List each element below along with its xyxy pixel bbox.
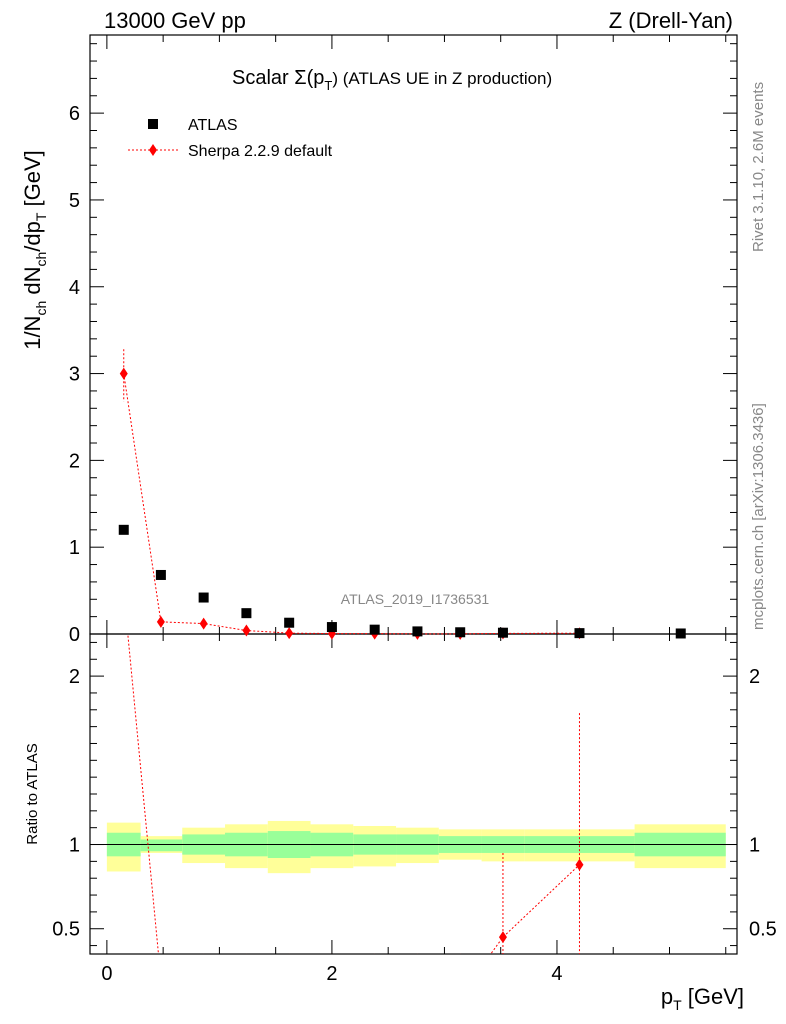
main-y-axis-label: 1/Nch dNch/dpT [GeV] <box>20 150 49 350</box>
atlas-main-point <box>412 626 423 637</box>
header-dataset: Z (Drell-Yan) <box>609 8 733 33</box>
sherpa-main-point <box>242 624 251 637</box>
sherpa-ratio-point <box>498 931 507 944</box>
main-y-tick-label: 2 <box>69 450 80 472</box>
main-y-tick-label: 5 <box>69 190 80 212</box>
atlas-main-point <box>455 627 466 638</box>
legend-atlas-label: ATLAS <box>188 117 238 134</box>
analysis-watermark: ATLAS_2019_I1736531 <box>341 591 490 607</box>
ratio-y-tick-label-right: 1 <box>749 835 760 857</box>
sherpa-main-point <box>156 615 165 628</box>
atlas-main-point <box>675 628 686 639</box>
atlas-main-point <box>284 617 295 628</box>
legend-atlas-marker <box>148 119 158 129</box>
main-y-tick-label: 4 <box>69 277 80 299</box>
atlas-main-point <box>326 622 337 633</box>
plot-title: Scalar Σ(pT) (ATLAS UE in Z production) <box>232 67 552 93</box>
main-y-tick-label: 3 <box>69 364 80 386</box>
sherpa-main-line <box>123 373 580 635</box>
ratio-axis-ticks: 0 2 4 0.5 0.5 1 1 2 2 <box>52 634 777 985</box>
main-y-tick-label: 0 <box>69 624 80 646</box>
legend-sherpa-label: Sherpa 2.2.9 default <box>188 143 333 160</box>
sherpa-main-point <box>199 617 208 630</box>
atlas-main-point <box>155 569 166 580</box>
atlas-main-point <box>198 592 209 603</box>
ratio-y-tick-label: 2 <box>69 666 80 688</box>
rivet-version: Rivet 3.1.10, 2.6M events <box>750 82 767 252</box>
header-process: 13000 GeV pp <box>104 8 246 33</box>
legend-sherpa-marker <box>149 144 157 156</box>
ratio-y-tick-label: 1 <box>69 835 80 857</box>
sherpa-ratio-point <box>575 858 584 871</box>
sherpa-main-point <box>285 627 294 640</box>
sherpa-main-point <box>119 367 128 380</box>
ratio-y-axis-label: Ratio to ATLAS <box>24 743 41 844</box>
ratio-y-tick-label-right: 0.5 <box>749 919 777 941</box>
atlas-main-point <box>241 608 252 619</box>
ratio-y-tick-label-right: 2 <box>749 666 760 688</box>
sherpa-ratio-line <box>127 634 580 954</box>
main-y-tick-label: 6 <box>69 103 80 125</box>
main-axis-ticks: 0 1 2 3 4 5 6 <box>69 35 737 646</box>
atlas-main-series <box>118 524 686 639</box>
x-tick-label: 2 <box>326 963 337 985</box>
atlas-main-point <box>118 524 129 535</box>
ratio-plot-frame <box>89 633 738 955</box>
x-tick-label: 4 <box>551 963 562 985</box>
mcplots-credit: mcplots.cern.ch [arXiv:1306.3436] <box>750 403 767 630</box>
ratio-y-tick-label: 0.5 <box>52 919 80 941</box>
ratio-uncertainty-bands <box>106 820 726 874</box>
x-tick-label: 0 <box>101 963 112 985</box>
x-axis-label: pT [GeV] <box>661 984 744 1013</box>
atlas-main-point <box>497 627 508 638</box>
main-y-tick-label: 1 <box>69 537 80 559</box>
sherpa-ratio-series <box>127 634 584 954</box>
atlas-main-point <box>574 628 585 639</box>
atlas-main-point <box>369 624 380 635</box>
ratio-inner-band-1 <box>140 839 183 852</box>
